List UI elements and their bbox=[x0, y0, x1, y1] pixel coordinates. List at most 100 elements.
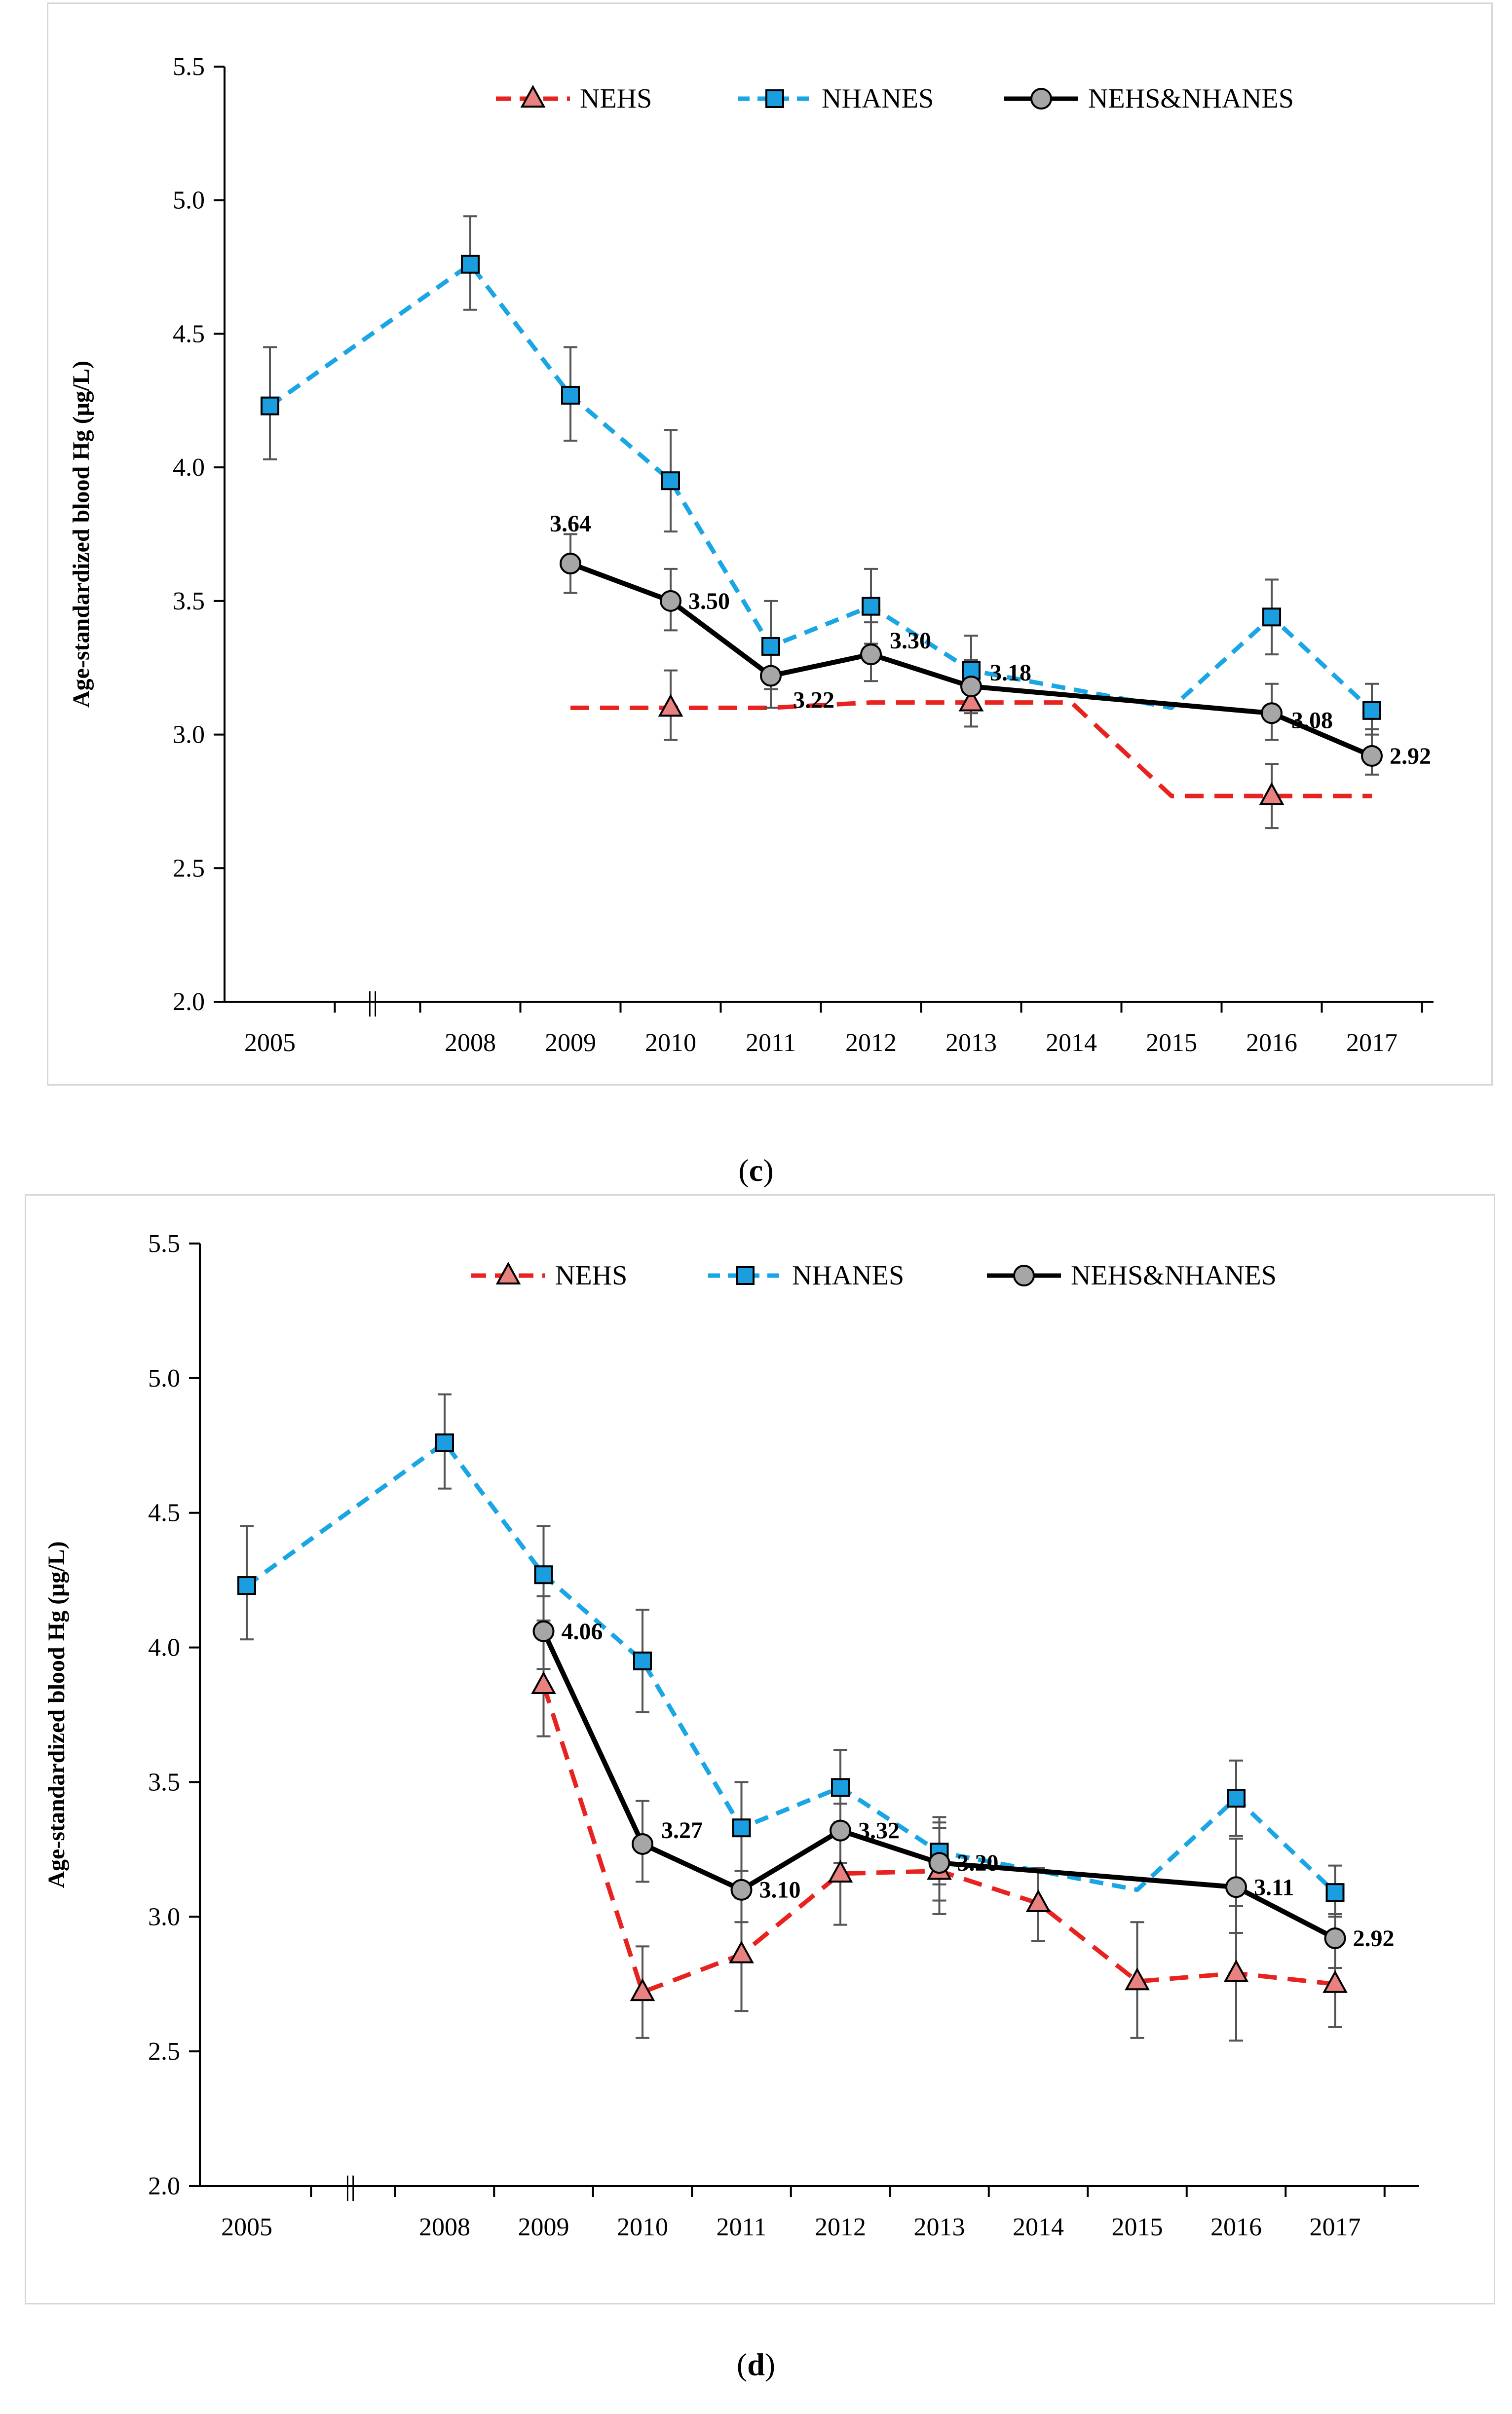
nhanes-point bbox=[732, 1818, 751, 1838]
x-tick-label: 2008 bbox=[445, 1029, 496, 1057]
x-tick-label: 2016 bbox=[1210, 2213, 1262, 2241]
nehs-point bbox=[1025, 1889, 1051, 1912]
nehs-point bbox=[630, 1978, 655, 2001]
nhanes-point bbox=[761, 637, 780, 656]
y-tick-label: 4.5 bbox=[173, 320, 205, 348]
legend-label-nhanes: NHANES bbox=[792, 1260, 904, 1291]
data-label: 2.92 bbox=[1353, 1925, 1395, 1952]
nehs-nhanes-point bbox=[928, 1852, 950, 1874]
nehs-point bbox=[1125, 1967, 1150, 1991]
nehs-nhanes-point bbox=[830, 1819, 851, 1842]
nhanes-point bbox=[862, 597, 880, 616]
data-label: 4.06 bbox=[562, 1619, 603, 1645]
nhanes-point bbox=[633, 1651, 652, 1670]
nhanes-series-line bbox=[245, 1440, 1337, 1894]
nhanes-point bbox=[461, 255, 480, 274]
axis-break-mark: || bbox=[345, 2171, 356, 2201]
nhanes-point bbox=[435, 1433, 454, 1452]
x-tick-label: 2012 bbox=[815, 2213, 866, 2241]
chart-d: 2.0 2.5 3.0 3.5 4.0 4.5 5.0 5.5 2005 2008 2009 2010… bbox=[43, 1230, 1419, 2241]
x-tick-label: 2015 bbox=[1146, 1029, 1197, 1057]
y-tick-label: 3.5 bbox=[173, 587, 205, 615]
nhanes-point bbox=[1325, 1883, 1345, 1902]
data-label: 3.22 bbox=[793, 687, 834, 713]
legend-marker-nehs bbox=[520, 84, 546, 108]
nehs-nhanes-point bbox=[760, 665, 782, 687]
nehs-nhanes-point bbox=[660, 590, 681, 612]
x-tick-label: 2013 bbox=[945, 1029, 997, 1057]
nehs-nhanes-point bbox=[532, 1620, 555, 1642]
y-tick-label: 3.0 bbox=[173, 721, 205, 749]
nhanes-point bbox=[534, 1565, 553, 1584]
legend-label-nehs-nhanes: NEHS&NHANES bbox=[1088, 83, 1294, 114]
y-axis-label: Age-standardized blood Hg (μg/L) bbox=[43, 1541, 70, 1888]
y-tick-label: 4.0 bbox=[148, 1634, 180, 1662]
y-tick-label: 2.5 bbox=[148, 2037, 180, 2066]
x-tick-label: 2016 bbox=[1246, 1029, 1297, 1057]
x-tick-label: 2009 bbox=[518, 2213, 569, 2241]
x-tick-label: 2012 bbox=[845, 1029, 897, 1057]
nehs-nhanes-point bbox=[1225, 1876, 1247, 1898]
y-tick-label: 5.0 bbox=[173, 187, 205, 215]
legend-marker-nehs bbox=[495, 1261, 521, 1284]
x-tick-label: 2005 bbox=[221, 2213, 272, 2241]
nehs-point bbox=[1323, 1970, 1348, 1993]
nehs-nhanes-point bbox=[1324, 1927, 1346, 1949]
x-tick-label: 2010 bbox=[645, 1029, 696, 1057]
data-label: 3.10 bbox=[759, 1877, 801, 1903]
x-tick-label: 2014 bbox=[1046, 1029, 1097, 1057]
nehs-point bbox=[658, 694, 683, 717]
x-tick-label: 2015 bbox=[1112, 2213, 1163, 2241]
chart-panel-d bbox=[25, 1194, 1495, 2304]
data-label: 3.50 bbox=[688, 588, 730, 614]
chart-c: 2.0 2.5 3.0 3.5 4.0 4.5 5.0 5.5 2005 2008 2009 2010… bbox=[68, 53, 1434, 1057]
x-tick-label: 2014 bbox=[1013, 2213, 1064, 2241]
data-label: 2.92 bbox=[1390, 743, 1431, 769]
y-axis-label: Age-standardized blood Hg (μg/L) bbox=[68, 361, 94, 708]
legend-marker-nhanes bbox=[765, 89, 784, 108]
nhanes-point bbox=[561, 385, 580, 405]
nehs-nhanes-point bbox=[560, 553, 581, 575]
axis-break-mark: || bbox=[367, 986, 378, 1017]
x-tick-label: 2017 bbox=[1346, 1029, 1398, 1057]
y-tick-label: 4.5 bbox=[148, 1499, 180, 1527]
nehs-nhanes-point bbox=[730, 1879, 753, 1901]
nehs-point bbox=[1223, 1959, 1249, 1982]
y-tick-label: 2.5 bbox=[173, 854, 205, 882]
nhanes-point bbox=[237, 1576, 256, 1595]
legend-label-nehs-nhanes: NEHS&NHANES bbox=[1071, 1260, 1277, 1291]
caption-d: (d) bbox=[736, 2347, 776, 2382]
x-tick-label: 2008 bbox=[419, 2213, 470, 2241]
nhanes-point bbox=[261, 396, 279, 415]
nhanes-point bbox=[1227, 1789, 1246, 1808]
y-tick-label: 3.5 bbox=[148, 1768, 180, 1796]
legend-marker-nehs-nhanes bbox=[1013, 1265, 1035, 1286]
x-tick-label: 2010 bbox=[617, 2213, 668, 2241]
nhanes-point bbox=[661, 471, 680, 490]
x-tick-label: 2011 bbox=[746, 1029, 796, 1057]
nhanes-point bbox=[1362, 701, 1381, 720]
x-tick-label: 2013 bbox=[914, 2213, 965, 2241]
y-tick-label: 2.0 bbox=[173, 988, 205, 1016]
nehs-nhanes-point bbox=[860, 643, 882, 666]
nhanes-series-line bbox=[268, 262, 1374, 713]
y-tick-label: 5.5 bbox=[148, 1230, 180, 1258]
nehs-point bbox=[531, 1671, 556, 1694]
data-label: 3.30 bbox=[890, 628, 931, 654]
data-label: 3.64 bbox=[550, 511, 591, 537]
nehs-nhanes-point bbox=[960, 676, 982, 698]
y-tick-label: 3.0 bbox=[148, 1903, 180, 1931]
legend-label-nehs: NEHS bbox=[555, 1260, 627, 1291]
chart-panel-c bbox=[47, 2, 1493, 1086]
nehs-point bbox=[1259, 782, 1285, 805]
y-tick-label: 4.0 bbox=[173, 453, 205, 482]
y-tick-label: 5.0 bbox=[148, 1364, 180, 1393]
data-label: 3.08 bbox=[1291, 707, 1333, 733]
nehs-point bbox=[958, 688, 984, 712]
y-tick-label: 5.5 bbox=[173, 53, 205, 81]
x-tick-label: 2017 bbox=[1310, 2213, 1361, 2241]
nehs-nhanes-point bbox=[632, 1833, 653, 1855]
data-label: 3.11 bbox=[1254, 1874, 1294, 1900]
x-tick-label: 2009 bbox=[545, 1029, 596, 1057]
nehs-point bbox=[828, 1859, 853, 1883]
